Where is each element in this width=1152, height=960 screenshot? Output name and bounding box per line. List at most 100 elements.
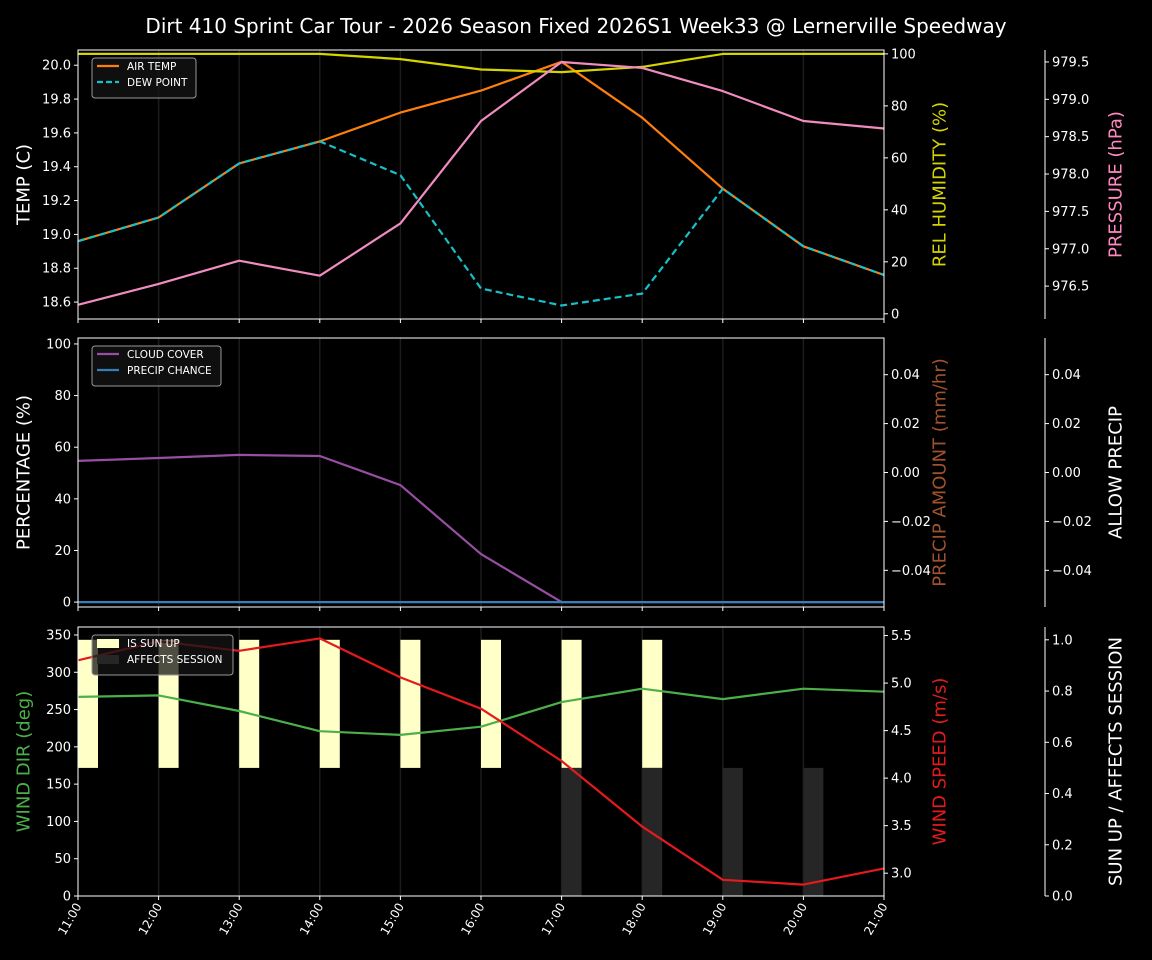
- axis-label-right: PRECIP AMOUNT (mm/hr): [930, 358, 951, 587]
- x-tick-label: 16:00: [458, 901, 487, 938]
- legend-swatch: [97, 639, 119, 648]
- y-tick-label: 0.02: [1052, 417, 1081, 432]
- y-tick-label: −0.04: [1052, 564, 1092, 579]
- chart-title: Dirt 410 Sprint Car Tour - 2026 Season F…: [145, 14, 1007, 38]
- bar-affects-session: [561, 767, 582, 896]
- y-tick-label: 0.6: [1052, 736, 1073, 751]
- legend-box: [91, 634, 234, 676]
- y-tick-label: 979.5: [1052, 55, 1089, 70]
- legend: AIR TEMP DEW POINT: [91, 57, 197, 99]
- series-line-dew-point: [77, 140, 885, 307]
- y-tick-label: 80: [891, 99, 908, 114]
- legend-box: [91, 345, 222, 387]
- y-tick-label: 0.8: [1052, 685, 1073, 700]
- y-tick-label: 0: [63, 596, 71, 611]
- bar-affects-session: [803, 767, 824, 896]
- y-tick-label: 0.02: [891, 417, 920, 432]
- y-tick-label: 0.00: [891, 466, 920, 481]
- x-tick-label: 15:00: [378, 901, 407, 938]
- y-tick-label: 100: [46, 815, 71, 830]
- y-tick-label: 19.0: [42, 228, 71, 243]
- bar-affects-session: [722, 767, 743, 896]
- legend-label: CLOUD COVER: [127, 349, 204, 361]
- x-tick-label: 13:00: [216, 901, 245, 938]
- y-tick-label: 1.0: [1052, 633, 1073, 648]
- y-tick-label: 20: [891, 255, 908, 270]
- legend-box: [91, 57, 197, 99]
- bar-is-sun-up: [642, 639, 663, 768]
- x-tick-label: 12:00: [136, 901, 165, 938]
- y-tick-label: 19.8: [42, 93, 71, 108]
- y-tick-label: 18.8: [42, 262, 71, 277]
- x-tick-label: 14:00: [297, 901, 326, 938]
- y-tick-label: 979.0: [1052, 93, 1089, 108]
- y-tick-label: 0.04: [1052, 368, 1081, 383]
- y-tick-label: 0.4: [1052, 787, 1073, 802]
- y-tick-label: 4.5: [891, 724, 912, 739]
- y-tick-label: −0.02: [1052, 515, 1092, 530]
- axis-label-right: WIND SPEED (m/s): [930, 678, 951, 846]
- y-tick-label: 5.0: [891, 677, 912, 692]
- y-tick-label: 4.0: [891, 772, 912, 787]
- y-tick-label: 200: [46, 740, 71, 755]
- y-tick-label: 5.5: [891, 629, 912, 644]
- axis-label-right2: SUN UP / AFFECTS SESSION: [1106, 637, 1127, 886]
- x-tick-label: 18:00: [619, 901, 648, 938]
- y-tick-label: 976.5: [1052, 280, 1089, 295]
- axis-label-right2: ALLOW PRECIP: [1106, 406, 1127, 539]
- axis-label-right2: PRESSURE (hPa): [1106, 111, 1127, 258]
- y-tick-label: 20: [54, 544, 71, 559]
- x-tick-label: 21:00: [861, 901, 890, 938]
- legend-label: AIR TEMP: [127, 61, 176, 73]
- panel-1: 18.6 18.8 19.0 19.2 19.4 19.6 19.8 20.0 TEMP (C)…: [14, 47, 1127, 323]
- legend-label: PRECIP CHANCE: [127, 365, 212, 377]
- y-tick-label: 80: [54, 389, 71, 404]
- y-tick-label: 977.5: [1052, 205, 1089, 220]
- legend-label: IS SUN UP: [127, 638, 180, 650]
- y-tick-label: 0: [63, 890, 71, 905]
- y-tick-label: 978.0: [1052, 168, 1089, 183]
- y-tick-label: −0.04: [891, 564, 931, 579]
- y-tick-label: 978.5: [1052, 130, 1089, 145]
- panel-2: 0 20 40 60 80 100 PERCENTAGE (%) −0.04 −0.02 0.00…: [14, 337, 1127, 611]
- y-tick-label: 350: [46, 628, 71, 643]
- legend: IS SUN UP AFFECTS SESSION: [91, 634, 234, 676]
- y-tick-label: 0.2: [1052, 838, 1073, 853]
- x-tick-label: 11:00: [55, 901, 84, 938]
- axis-label-right: REL HUMIDITY (%): [930, 102, 951, 267]
- legend: CLOUD COVER PRECIP CHANCE: [91, 345, 222, 387]
- legend-label: DEW POINT: [127, 77, 188, 89]
- y-tick-label: 977.0: [1052, 242, 1089, 257]
- x-tick-label: 17:00: [539, 901, 568, 938]
- y-tick-label: 100: [46, 337, 71, 352]
- y-tick-label: 0: [891, 307, 899, 322]
- bar-is-sun-up: [319, 639, 340, 768]
- y-tick-label: 40: [54, 492, 71, 507]
- x-tick-label: 20:00: [781, 901, 810, 938]
- y-tick-label: 19.6: [42, 126, 71, 141]
- y-tick-label: 18.6: [42, 296, 71, 311]
- y-tick-label: 0.0: [1052, 890, 1073, 905]
- bar-is-sun-up: [239, 639, 260, 768]
- y-tick-label: 100: [891, 47, 916, 62]
- y-tick-label: 300: [46, 666, 71, 681]
- y-tick-label: 20.0: [42, 59, 71, 74]
- y-tick-label: 60: [54, 441, 71, 456]
- y-tick-label: 40: [891, 203, 908, 218]
- bar-is-sun-up: [561, 639, 582, 768]
- y-tick-label: 250: [46, 703, 71, 718]
- y-tick-label: 150: [46, 778, 71, 793]
- axis-label-left: PERCENTAGE (%): [14, 395, 35, 550]
- panel-3: 0 50 100 150 200 250 300 350 WIND DIR (deg) 3.0 3.…: [14, 626, 1127, 938]
- y-tick-label: −0.02: [891, 515, 931, 530]
- y-tick-label: 50: [54, 852, 71, 867]
- y-tick-label: 0.00: [1052, 466, 1081, 481]
- y-tick-label: 19.4: [42, 160, 71, 175]
- y-tick-label: 3.5: [891, 819, 912, 834]
- bar-is-sun-up: [481, 639, 501, 768]
- y-tick-label: 3.0: [891, 867, 912, 882]
- legend-label: AFFECTS SESSION: [127, 654, 223, 666]
- y-tick-label: 60: [891, 151, 908, 166]
- axis-label-left: TEMP (C): [14, 144, 35, 226]
